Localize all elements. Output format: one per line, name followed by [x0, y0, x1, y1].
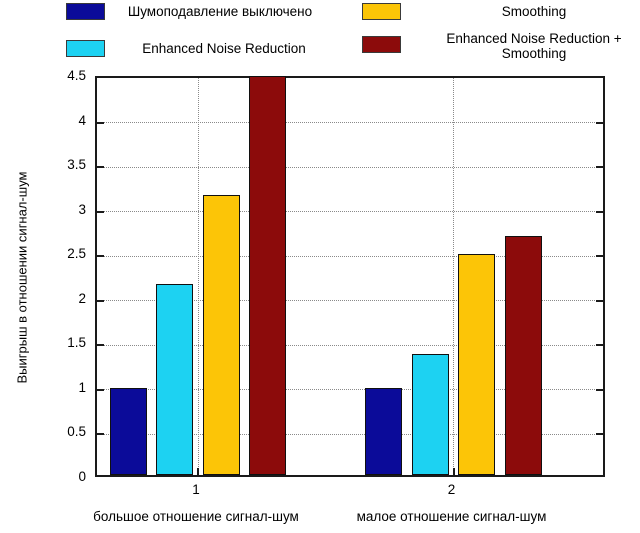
h-gridline	[97, 122, 603, 124]
y-tick-mark	[97, 166, 104, 169]
y-tick-mark	[596, 388, 603, 391]
y-tick-label: 3.5	[67, 157, 86, 173]
legend-swatch-enr-plus-smoothing	[362, 36, 401, 53]
y-tick-mark	[596, 210, 603, 213]
y-tick-mark	[97, 344, 104, 347]
h-gridline	[97, 389, 603, 391]
x-tick-label: 1	[192, 482, 200, 497]
h-gridline	[97, 433, 603, 435]
category-caption: малое отношение сигнал-шум	[356, 509, 547, 524]
legend-swatch-noise-reduction-off	[66, 3, 105, 20]
h-gridline	[97, 255, 603, 257]
legend-label-smoothing: Smoothing	[501, 4, 567, 19]
y-tick-label: 1.5	[67, 335, 86, 351]
y-tick-mark	[596, 121, 603, 124]
v-gridline	[197, 78, 199, 475]
legend-label-enr-plus-smoothing: Enhanced Noise Reduction + Smoothing	[446, 31, 622, 61]
legend-swatch-smoothing	[362, 3, 401, 20]
h-gridline	[97, 166, 603, 168]
h-gridline	[97, 344, 603, 346]
y-tick-label: 1	[78, 379, 86, 395]
x-tick-mark	[452, 468, 455, 475]
y-tick-mark	[596, 433, 603, 436]
y-tick-label: 4	[78, 112, 86, 128]
v-gridline	[453, 78, 454, 475]
bar-2-шумоподавление-выключено	[365, 387, 403, 475]
bar-1-шумоподавление-выключено	[109, 387, 147, 475]
y-tick-label: 0.5	[67, 424, 86, 440]
y-tick-label: 2.5	[67, 246, 86, 262]
h-gridline	[97, 211, 603, 213]
bar-2-enhanced-noise-reduction-smoothing	[504, 236, 542, 475]
y-tick-label: 0	[78, 469, 86, 484]
h-gridline	[97, 300, 603, 302]
bar-1-smoothing	[202, 194, 240, 475]
y-tick-mark	[97, 121, 104, 124]
legend-swatch-enhanced-noise-reduction	[66, 40, 105, 57]
bar-2-smoothing	[458, 254, 496, 475]
category-caption: большое отношение сигнал-шум	[93, 509, 299, 524]
y-tick-mark	[97, 210, 104, 213]
plot-area	[95, 76, 605, 477]
y-tick-label: 3	[78, 201, 86, 217]
bar-2-enhanced-noise-reduction	[411, 354, 449, 475]
bar-1-enhanced-noise-reduction	[156, 283, 194, 475]
y-tick-label: 2	[78, 290, 86, 306]
legend-label-enhanced-noise-reduction: Enhanced Noise Reduction	[142, 41, 306, 56]
y-tick-mark	[596, 344, 603, 347]
y-tick-mark	[97, 255, 104, 258]
y-tick-mark	[97, 433, 104, 436]
y-tick-mark	[97, 388, 104, 391]
y-tick-mark	[596, 166, 603, 169]
y-tick-mark	[596, 299, 603, 302]
y-tick-mark	[596, 255, 603, 258]
legend-label-noise-reduction-off: Шумоподавление выключено	[127, 4, 313, 19]
y-tick-mark	[97, 299, 104, 302]
y-tick-label: 4.5	[67, 68, 86, 83]
bar-1-enhanced-noise-reduction-smoothing	[249, 76, 287, 475]
x-tick-label: 2	[447, 482, 456, 497]
x-tick-mark	[197, 468, 199, 475]
